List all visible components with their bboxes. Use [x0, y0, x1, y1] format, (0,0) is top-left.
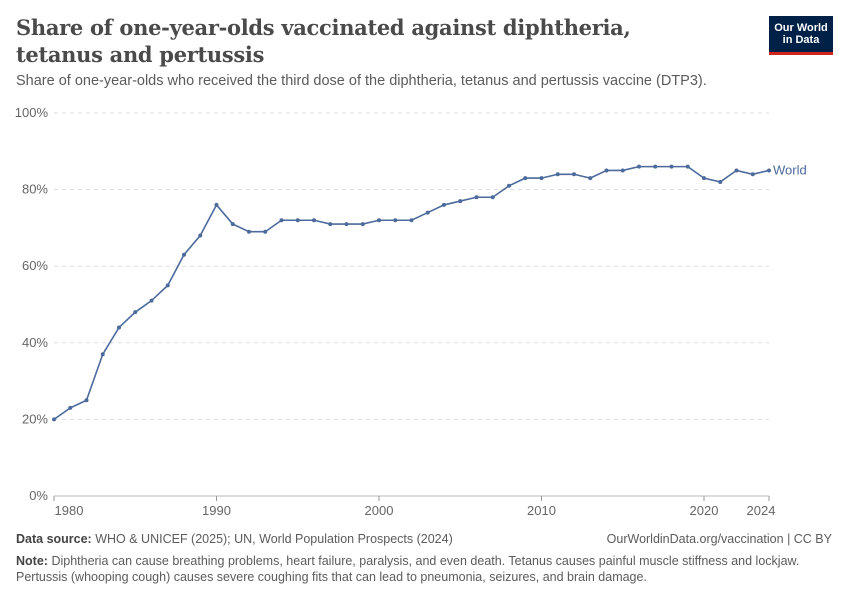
data-point [84, 398, 89, 403]
data-point [198, 233, 203, 238]
data-point [117, 325, 121, 330]
data-point [230, 222, 235, 227]
data-point [409, 218, 414, 223]
data-point [572, 172, 576, 177]
data-point [734, 168, 739, 173]
x-tick-label: 2010 [527, 503, 556, 518]
data-point [68, 405, 73, 410]
data-point [247, 229, 251, 234]
source-text: WHO & UNICEF (2025); UN, World Populatio… [95, 532, 453, 546]
data-point [52, 417, 56, 422]
data-point [718, 179, 723, 184]
logo-text: Our World [774, 22, 828, 34]
data-point [474, 195, 479, 200]
data-point [637, 164, 641, 169]
data-point [295, 218, 300, 223]
owid-logo[interactable]: Our World in Data [769, 16, 833, 55]
x-tick-label: 1980 [55, 503, 84, 518]
data-point [523, 176, 528, 181]
data-source: Data source: WHO & UNICEF (2025); UN, Wo… [16, 532, 453, 546]
line-chart: 0% 20% 40% 60% 80% 100% 1980 1990 2000 2010 2020 20… [15, 105, 807, 518]
data-point [490, 195, 495, 200]
data-point [182, 252, 186, 257]
data-point [539, 176, 544, 181]
y-tick-label: 60% [22, 258, 48, 273]
data-point [425, 210, 430, 215]
data-point [604, 168, 609, 173]
data-point [312, 218, 316, 223]
data-point [767, 168, 771, 173]
data-point [263, 229, 268, 234]
data-point [620, 168, 625, 173]
chart-subtitle: Share of one-year-olds who received the … [16, 73, 707, 89]
series-line [53, 165, 770, 421]
data-point [133, 310, 138, 315]
y-tick-label: 40% [22, 335, 48, 350]
chart-title: Share of one-year-olds vaccinated agains… [16, 15, 631, 67]
y-tick-label: 80% [22, 182, 48, 197]
y-tick-label: 0% [29, 488, 48, 503]
note-text: Diphtheria can cause breathing problems,… [16, 554, 800, 584]
x-tick-label: 2024 [747, 503, 776, 518]
logo-text: in Data [782, 34, 820, 46]
data-point [507, 183, 511, 188]
data-point [555, 172, 560, 177]
y-tick-label: 100% [15, 105, 49, 120]
note: Note: Diphtheria can cause breathing pro… [16, 553, 836, 585]
x-tick-label: 2020 [690, 503, 719, 518]
data-point [702, 176, 706, 181]
data-point [279, 218, 284, 223]
data-point [149, 298, 154, 303]
data-point [377, 218, 381, 223]
data-point [100, 352, 105, 357]
data-point [328, 222, 333, 227]
x-tick-label: 1990 [202, 503, 231, 518]
y-tick-label: 20% [22, 411, 48, 426]
data-point [344, 222, 349, 227]
series-label: World [773, 162, 807, 177]
data-point [750, 172, 755, 177]
data-point [360, 222, 365, 227]
data-point [653, 164, 658, 169]
data-point [442, 202, 446, 207]
data-point [685, 164, 690, 169]
x-tick-label: 2000 [365, 503, 394, 518]
data-point [458, 199, 463, 204]
data-point [165, 283, 170, 288]
note-label: Note: [16, 554, 48, 568]
data-point [588, 176, 593, 181]
source-label: Data source: [16, 532, 92, 546]
data-point [393, 218, 398, 223]
data-point [669, 164, 674, 169]
source-url[interactable]: OurWorldinData.org/vaccination | CC BY [606, 532, 832, 546]
data-point [214, 202, 219, 207]
